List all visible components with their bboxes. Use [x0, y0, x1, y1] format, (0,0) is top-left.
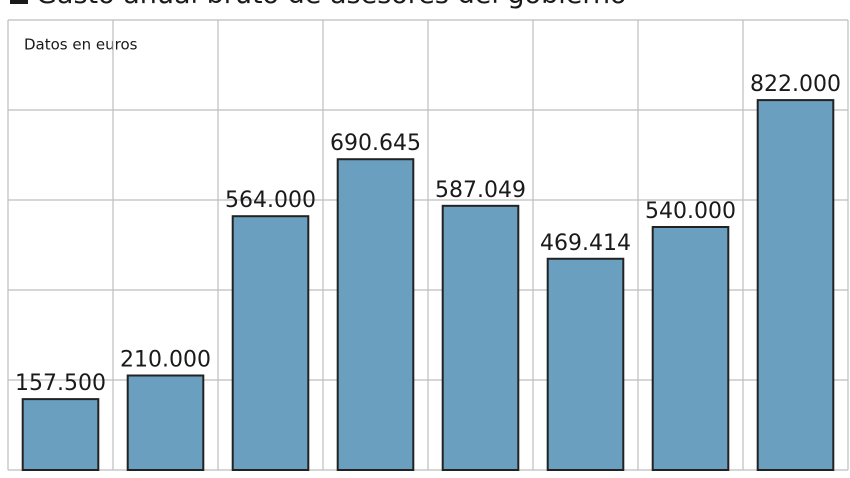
value-label: 587.049 — [435, 178, 526, 203]
value-label: 469.414 — [540, 231, 631, 256]
value-label: 822.000 — [750, 72, 841, 97]
bar — [21, 398, 100, 471]
value-label: 564.000 — [225, 188, 316, 213]
bar — [756, 99, 835, 471]
bar — [651, 226, 730, 471]
bar — [231, 215, 310, 471]
chart-title: Gasto anual bruto de asesores del gobier… — [36, 0, 627, 10]
value-label: 210.000 — [120, 348, 211, 373]
value-label: 690.645 — [330, 131, 421, 156]
value-label: 157.500 — [15, 371, 106, 396]
bar — [336, 158, 415, 471]
title-icon — [10, 0, 28, 4]
bar — [441, 204, 520, 472]
chart-subtitle: Datos en euros — [24, 36, 138, 54]
bar — [546, 257, 625, 471]
value-label: 540.000 — [645, 199, 736, 224]
bar — [126, 374, 205, 471]
